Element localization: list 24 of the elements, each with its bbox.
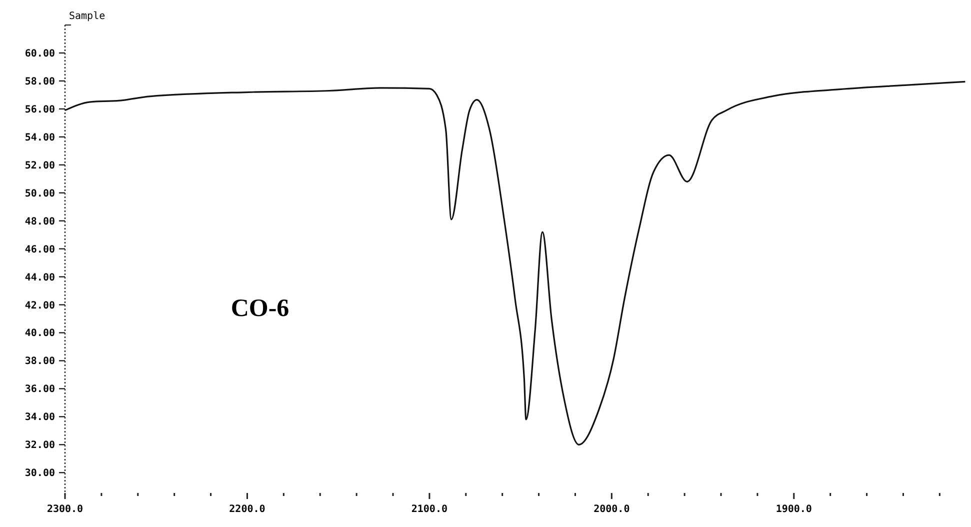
x-tick-label: 2000.0 xyxy=(594,504,630,515)
y-tick-label: 32.00 xyxy=(24,440,55,452)
y-tick-label: 34.00 xyxy=(24,412,55,424)
y-tick-label: 60.00 xyxy=(24,48,55,60)
y-tick-label: 50.00 xyxy=(24,188,55,200)
y-tick-label: 48.00 xyxy=(24,216,55,228)
y-axis-title: Sample xyxy=(69,11,106,22)
x-tick-label: 1900.0 xyxy=(776,504,812,515)
y-tick-label: 58.00 xyxy=(24,76,55,88)
y-tick-label: 42.00 xyxy=(24,300,55,312)
y-tick-label: 40.00 xyxy=(24,328,55,340)
y-tick-label: 38.00 xyxy=(24,356,55,368)
x-tick-label: 2100.0 xyxy=(411,504,448,515)
y-tick-label: 36.00 xyxy=(24,384,55,396)
annotation: CO-6 xyxy=(230,294,290,322)
x-tick-label: 2200.0 xyxy=(229,504,266,515)
line-series xyxy=(64,80,966,446)
y-tick-label: 52.00 xyxy=(24,160,55,172)
y-tick-label: 46.00 xyxy=(24,244,55,256)
y-tick-label: 44.00 xyxy=(24,272,55,284)
y-tick-label: 30.00 xyxy=(24,468,55,480)
x-tick-label: 2300.0 xyxy=(46,504,84,515)
y-tick-label: 56.00 xyxy=(24,104,55,116)
y-tick-label: 54.00 xyxy=(24,132,55,144)
